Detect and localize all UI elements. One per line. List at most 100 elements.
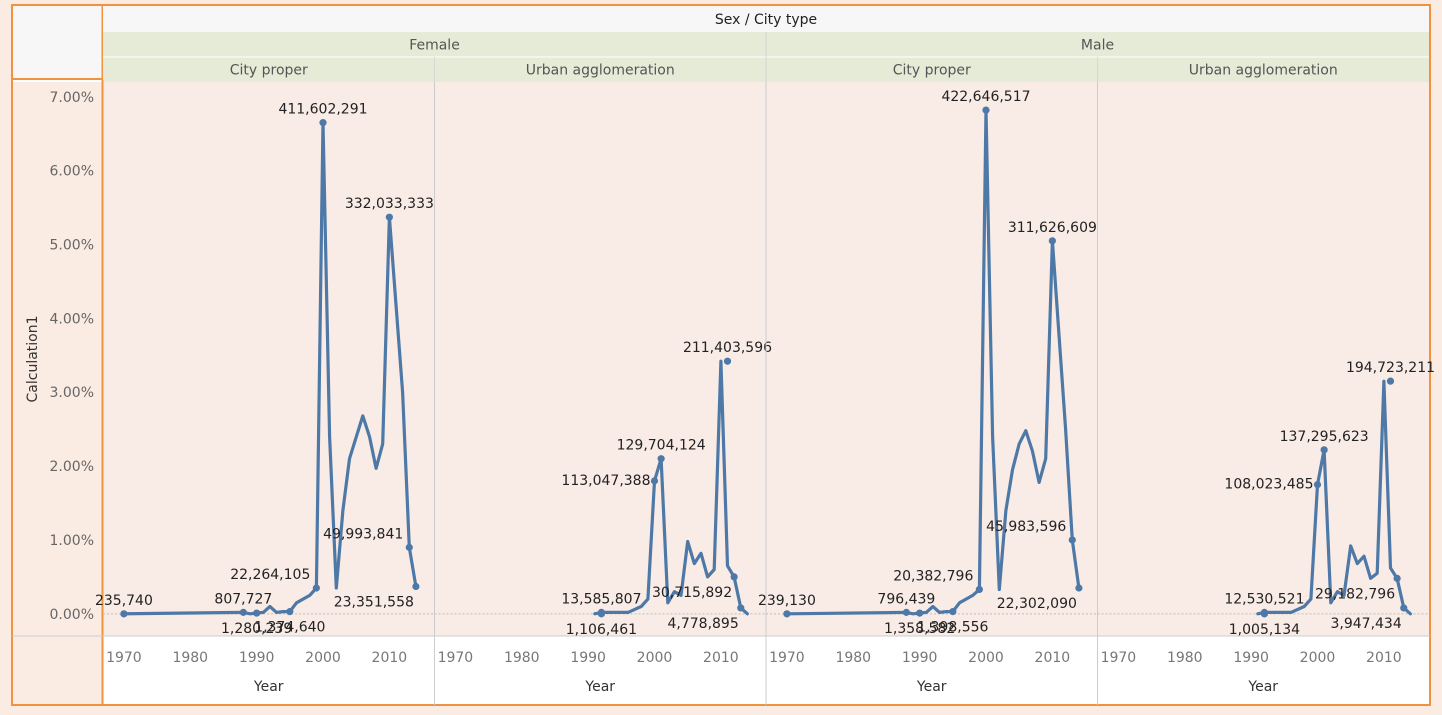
data-label: 20,382,796 xyxy=(893,568,973,584)
x-tick-label: 2000 xyxy=(1300,650,1336,666)
data-point xyxy=(949,608,957,616)
y-tick-label: 2.00% xyxy=(50,459,94,475)
data-point xyxy=(902,608,910,616)
data-label: 1,398,556 xyxy=(917,620,988,636)
city-type-header-label: Urban agglomeration xyxy=(526,63,675,79)
x-tick-label: 2010 xyxy=(1035,650,1071,666)
data-point xyxy=(239,608,247,616)
data-point xyxy=(723,357,732,365)
x-tick-label: 1980 xyxy=(1167,650,1203,666)
city-type-header-cell xyxy=(1097,57,1429,82)
x-axis-title: Year xyxy=(253,679,284,695)
axis-column-background xyxy=(13,82,102,704)
data-point xyxy=(1393,574,1401,582)
data-label: 3,947,434 xyxy=(1331,616,1402,632)
data-label: 1,005,134 xyxy=(1229,622,1300,638)
city-type-header-cell xyxy=(434,57,766,82)
city-type-header-label: City proper xyxy=(893,63,971,79)
data-point xyxy=(1048,237,1056,245)
data-point xyxy=(1260,610,1269,618)
data-label: 332,033,333 xyxy=(345,196,434,212)
data-point xyxy=(730,573,738,581)
x-tick-label: 1970 xyxy=(438,650,474,666)
series-line xyxy=(1256,379,1412,616)
data-label: 29,182,796 xyxy=(1315,586,1395,602)
data-point xyxy=(385,213,393,221)
y-tick-label: 4.00% xyxy=(50,311,94,327)
x-tick-label: 2000 xyxy=(305,650,341,666)
data-label: 235,740 xyxy=(95,593,153,609)
data-point xyxy=(312,584,320,592)
data-label: 422,646,517 xyxy=(941,89,1030,105)
x-tick-label: 1980 xyxy=(172,650,208,666)
data-label: 13,585,807 xyxy=(561,591,641,607)
y-tick-label: 6.00% xyxy=(50,164,94,180)
x-tick-label: 2010 xyxy=(372,650,408,666)
data-point xyxy=(253,609,261,617)
data-label: 194,723,211 xyxy=(1346,360,1435,376)
data-point xyxy=(412,582,420,591)
x-tick-label: 1970 xyxy=(106,650,142,666)
y-tick-label: 5.00% xyxy=(50,238,94,254)
data-label: 113,047,388 xyxy=(561,473,650,489)
data-point xyxy=(975,585,983,594)
data-point xyxy=(657,455,665,463)
data-label: 12,530,521 xyxy=(1224,591,1304,607)
x-tick-label: 1970 xyxy=(1101,650,1137,666)
x-tick-label: 1990 xyxy=(1233,650,1269,666)
sex-header-label: Male xyxy=(1081,38,1114,54)
x-tick-label: 1980 xyxy=(835,650,871,666)
data-label: 45,983,596 xyxy=(986,519,1066,535)
data-point xyxy=(1075,584,1083,592)
data-point xyxy=(650,477,659,485)
x-tick-label: 1970 xyxy=(769,650,805,666)
data-label: 108,023,485 xyxy=(1224,477,1313,493)
city-type-header-label: Urban agglomeration xyxy=(1189,63,1338,79)
data-point xyxy=(916,609,924,617)
data-point xyxy=(597,610,606,618)
data-label: 807,727 xyxy=(214,591,272,607)
y-tick-label: 1.00% xyxy=(50,533,94,549)
data-point xyxy=(1313,480,1322,489)
data-label: 23,351,558 xyxy=(334,595,414,611)
x-tick-label: 1990 xyxy=(570,650,606,666)
data-point xyxy=(1320,446,1328,454)
data-label: 1,374,640 xyxy=(254,620,325,636)
data-label: 1,106,461 xyxy=(566,622,637,638)
data-label: 239,130 xyxy=(758,593,816,609)
x-tick-label: 1980 xyxy=(504,650,540,666)
data-label: 22,302,090 xyxy=(997,596,1077,612)
data-label: 411,602,291 xyxy=(278,102,367,118)
row-header-title: Sex / City type xyxy=(715,12,817,28)
data-label: 4,778,895 xyxy=(668,616,739,632)
series-line xyxy=(785,108,1081,616)
y-tick-label: 3.00% xyxy=(50,385,94,401)
data-point xyxy=(737,604,745,612)
panel-3: 12,530,521 1,005,134 108,023,485 137,295,62… xyxy=(1097,82,1435,705)
y-tick-label: 0.00% xyxy=(50,607,94,623)
data-label: 49,993,841 xyxy=(323,526,403,542)
data-label: 1,358,582 xyxy=(884,621,955,637)
data-label: 311,626,609 xyxy=(1008,220,1097,236)
x-tick-label: 1990 xyxy=(902,650,938,666)
x-axis-title: Year xyxy=(1247,679,1278,695)
data-label: 30,715,892 xyxy=(652,585,732,601)
data-label: 1,280,239 xyxy=(221,621,292,637)
series-line xyxy=(593,359,749,616)
data-point xyxy=(120,610,128,618)
sex-header-cell xyxy=(103,32,766,57)
corner-cell xyxy=(13,6,102,79)
y-tick-label: 7.00% xyxy=(50,90,94,106)
panel-1: 13,585,807 1,106,461 113,047,388 129,704,12… xyxy=(434,82,772,705)
x-axis-title: Year xyxy=(916,679,947,695)
sex-header-label: Female xyxy=(409,38,460,54)
data-label: 129,704,124 xyxy=(617,438,706,454)
x-tick-label: 2000 xyxy=(637,650,673,666)
data-point xyxy=(319,119,327,127)
data-point xyxy=(1400,604,1408,612)
data-point xyxy=(286,608,294,616)
sex-header-cell xyxy=(766,32,1429,57)
